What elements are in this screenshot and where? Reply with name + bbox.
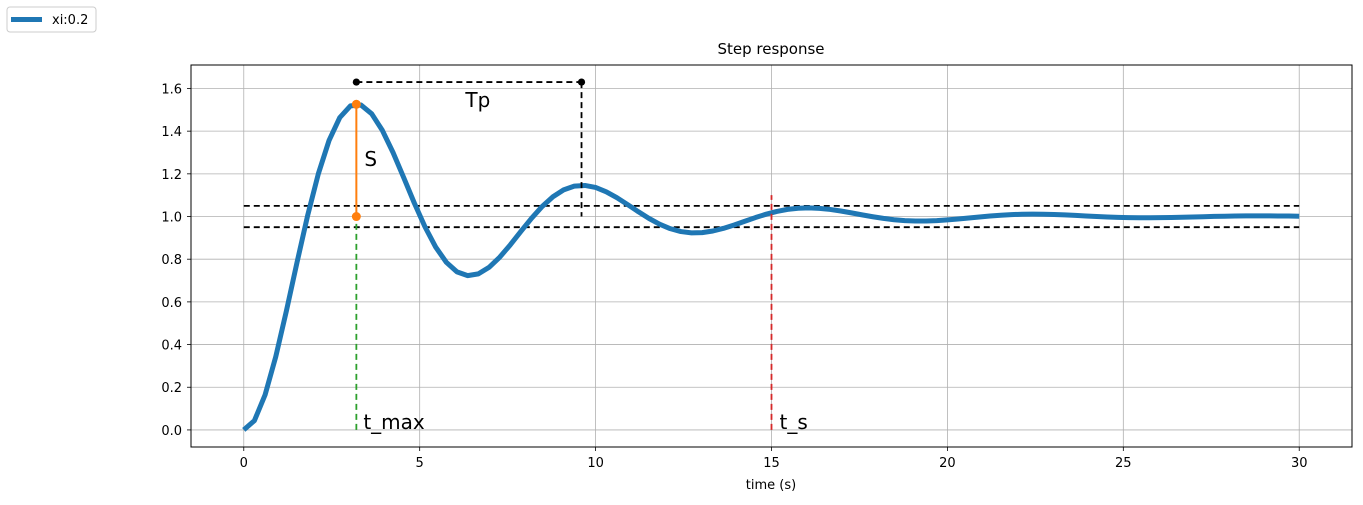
series-line-xi-0-2 bbox=[242, 102, 1300, 432]
legend: xi:0.2 bbox=[6, 6, 97, 33]
x-tick-label: 25 bbox=[1115, 456, 1132, 471]
y-tick-label: 0.0 bbox=[161, 424, 182, 439]
legend-box bbox=[6, 6, 97, 33]
overshoot-point bbox=[351, 99, 361, 109]
y-tick-label: 1.6 bbox=[161, 82, 182, 97]
overshoot-label: S bbox=[364, 147, 377, 171]
legend-label: xi:0.2 bbox=[52, 13, 88, 28]
period-endpoint bbox=[577, 78, 586, 86]
y-tick-label: 0.6 bbox=[161, 296, 182, 311]
x-tick-label: 20 bbox=[939, 456, 956, 471]
x-tick-label: 15 bbox=[763, 456, 780, 471]
period-label: Tp bbox=[464, 88, 490, 112]
y-tick-label: 1.2 bbox=[161, 168, 182, 183]
period-endpoint bbox=[352, 78, 360, 86]
y-tick-label: 1.4 bbox=[161, 125, 182, 140]
chart-title: Step response bbox=[717, 40, 824, 58]
overshoot-point bbox=[351, 212, 361, 222]
x-axis-label: time (s) bbox=[746, 478, 796, 493]
t-max-label: t_max bbox=[363, 410, 425, 434]
settling-time-label: t_s bbox=[780, 410, 808, 434]
y-tick-label: 1.0 bbox=[161, 211, 182, 226]
y-tick-label: 0.2 bbox=[161, 381, 182, 396]
x-tick-label: 5 bbox=[416, 456, 424, 471]
y-tick-label: 0.8 bbox=[161, 253, 182, 268]
x-tick-label: 30 bbox=[1291, 456, 1308, 471]
axes-frame bbox=[190, 64, 1353, 448]
y-tick-label: 0.4 bbox=[161, 339, 182, 354]
x-tick-label: 0 bbox=[240, 456, 248, 471]
x-tick-label: 10 bbox=[587, 456, 604, 471]
